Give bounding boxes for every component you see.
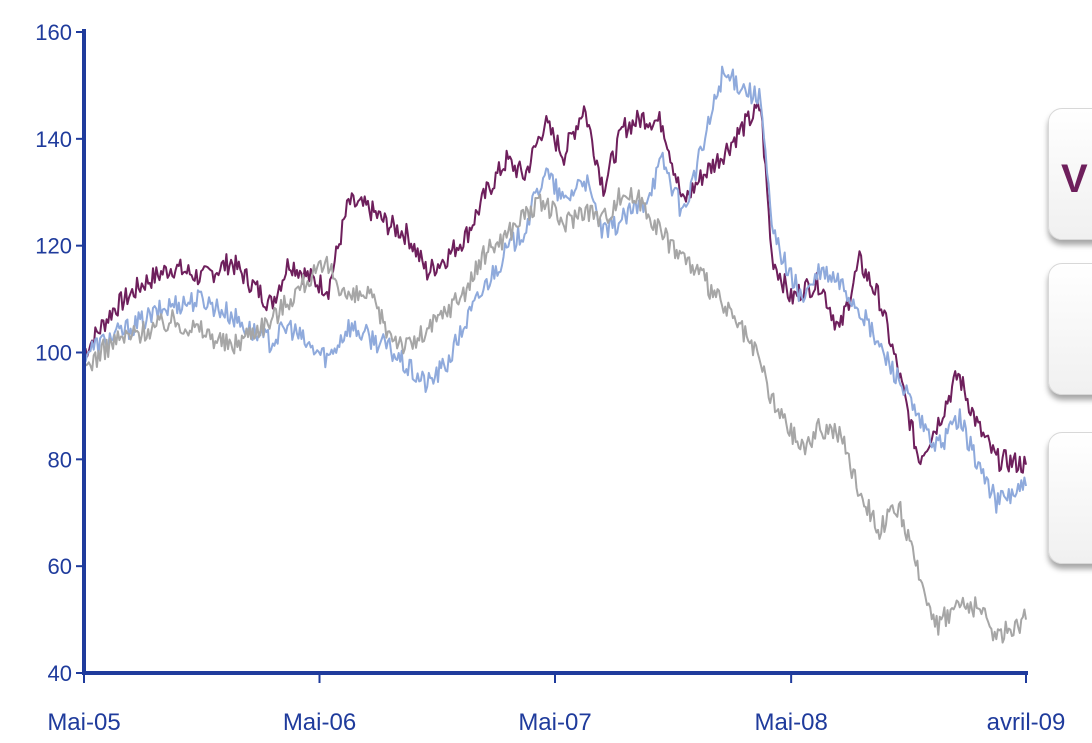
x-tick-label: Mai-06: [283, 709, 356, 736]
y-tick-label: 40: [48, 661, 72, 686]
legend-card-3[interactable]: [1048, 432, 1092, 564]
x-tick-label: Mai-08: [754, 709, 827, 736]
y-tick-label: 80: [48, 447, 72, 472]
series-line-1: [83, 101, 1027, 474]
legend-card-2[interactable]: [1048, 263, 1092, 395]
legend-mark: V: [1061, 157, 1088, 201]
series-line-3: [83, 187, 1027, 644]
y-tick-label: 60: [48, 554, 72, 579]
x-tick-label: Mai-07: [518, 709, 591, 736]
y-tick-label: 120: [35, 234, 72, 259]
x-tick-label: Mai-05: [47, 709, 120, 736]
y-tick-label: 100: [35, 341, 72, 366]
y-tick-label: 140: [35, 127, 72, 152]
series-line-2: [83, 65, 1027, 514]
y-tick-label: 160: [35, 20, 72, 45]
legend-card-1[interactable]: V: [1048, 108, 1092, 240]
x-tick-label: avril-09: [987, 709, 1066, 736]
